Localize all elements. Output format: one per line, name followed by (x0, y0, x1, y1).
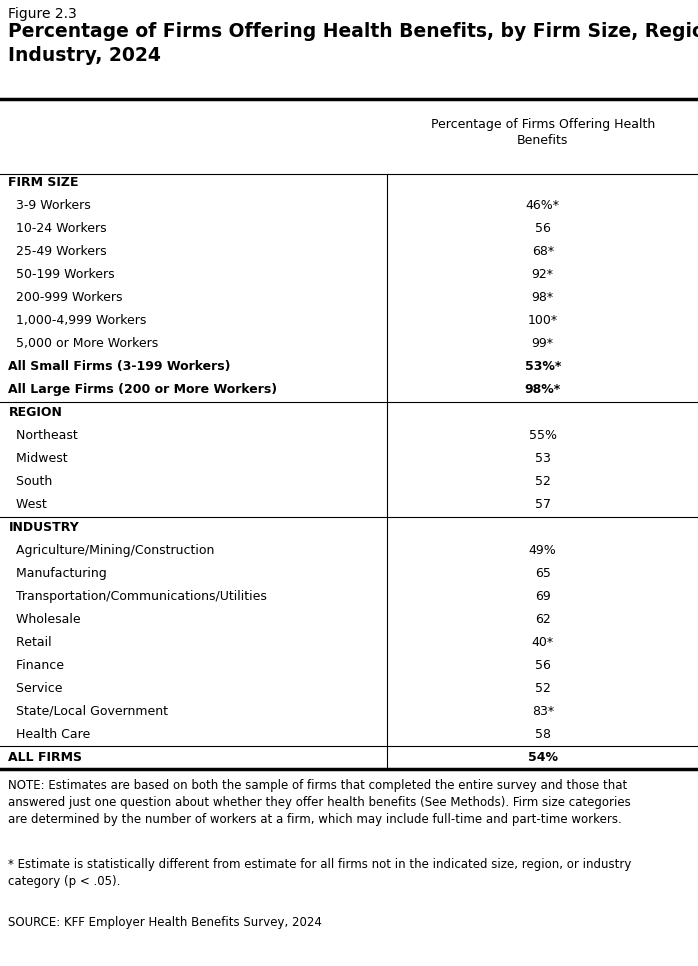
Text: NOTE: Estimates are based on both the sample of firms that completed the entire : NOTE: Estimates are based on both the sa… (8, 779, 631, 826)
Text: All Small Firms (3-199 Workers): All Small Firms (3-199 Workers) (8, 359, 231, 373)
Text: Midwest: Midwest (8, 452, 68, 465)
Text: Agriculture/Mining/Construction: Agriculture/Mining/Construction (8, 544, 215, 556)
Text: Northeast: Northeast (8, 429, 78, 441)
Text: 52: 52 (535, 682, 551, 695)
Text: 46%*: 46%* (526, 199, 560, 212)
Text: 53: 53 (535, 452, 551, 465)
Text: Health Care: Health Care (8, 727, 91, 741)
Text: 25-49 Workers: 25-49 Workers (8, 244, 107, 258)
Text: 5,000 or More Workers: 5,000 or More Workers (8, 337, 158, 350)
Text: FIRM SIZE: FIRM SIZE (8, 176, 79, 188)
Text: Percentage of Firms Offering Health Benefits, by Firm Size, Region, and
Industry: Percentage of Firms Offering Health Bene… (8, 22, 698, 66)
Text: Retail: Retail (8, 636, 52, 648)
Text: 49%: 49% (529, 544, 556, 556)
Text: 1,000-4,999 Workers: 1,000-4,999 Workers (8, 314, 147, 327)
Text: 57: 57 (535, 497, 551, 511)
Text: SOURCE: KFF Employer Health Benefits Survey, 2024: SOURCE: KFF Employer Health Benefits Sur… (8, 916, 322, 929)
Text: * Estimate is statistically different from estimate for all firms not in the ind: * Estimate is statistically different fr… (8, 858, 632, 888)
Text: Manufacturing: Manufacturing (8, 567, 107, 580)
Text: 69: 69 (535, 589, 551, 603)
Text: REGION: REGION (8, 406, 62, 418)
Text: State/Local Government: State/Local Government (8, 704, 168, 718)
Text: ALL FIRMS: ALL FIRMS (8, 751, 82, 763)
Text: 52: 52 (535, 474, 551, 488)
Text: INDUSTRY: INDUSTRY (8, 521, 79, 533)
Text: South: South (8, 474, 52, 488)
Text: 56: 56 (535, 659, 551, 671)
Text: 92*: 92* (532, 268, 554, 281)
Text: 55%: 55% (528, 429, 557, 441)
Text: 62: 62 (535, 612, 551, 626)
Text: 200-999 Workers: 200-999 Workers (8, 291, 123, 303)
Text: Percentage of Firms Offering Health
Benefits: Percentage of Firms Offering Health Bene… (431, 118, 655, 148)
Text: 53%*: 53%* (524, 359, 561, 373)
Text: 58: 58 (535, 727, 551, 741)
Text: Service: Service (8, 682, 63, 695)
Text: 3-9 Workers: 3-9 Workers (8, 199, 91, 212)
Text: 83*: 83* (532, 704, 554, 718)
Text: Finance: Finance (8, 659, 64, 671)
Text: Transportation/Communications/Utilities: Transportation/Communications/Utilities (8, 589, 267, 603)
Text: 40*: 40* (532, 636, 554, 648)
Text: 10-24 Workers: 10-24 Workers (8, 222, 107, 235)
Text: 50-199 Workers: 50-199 Workers (8, 268, 115, 281)
Text: 54%: 54% (528, 751, 558, 763)
Text: Figure 2.3: Figure 2.3 (8, 7, 77, 20)
Text: 65: 65 (535, 567, 551, 580)
Text: 99*: 99* (532, 337, 554, 350)
Text: 68*: 68* (532, 244, 554, 258)
Text: 98*: 98* (532, 291, 554, 303)
Text: 100*: 100* (528, 314, 558, 327)
Text: 56: 56 (535, 222, 551, 235)
Text: Wholesale: Wholesale (8, 612, 81, 626)
Text: All Large Firms (200 or More Workers): All Large Firms (200 or More Workers) (8, 383, 278, 396)
Text: West: West (8, 497, 47, 511)
Text: 98%*: 98%* (525, 383, 560, 396)
